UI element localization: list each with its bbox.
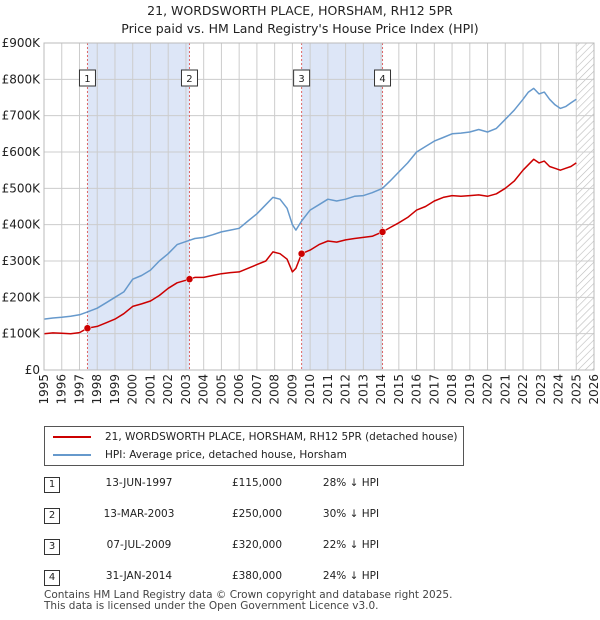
legend-swatch-price	[53, 436, 91, 438]
y-tick-label: £600K	[2, 145, 42, 159]
x-tick-label: 2011	[321, 374, 335, 405]
sale-point	[83, 324, 92, 332]
x-tick-label: 2004	[197, 374, 211, 405]
x-tick-label: 2010	[303, 374, 317, 405]
y-tick-label: £900K	[2, 36, 42, 50]
sale-row: 3 07-JUL-2009 £320,000 22% ↓ HPI	[44, 536, 464, 567]
sale-marker-box	[374, 69, 392, 87]
sale-marker-label: 2	[186, 74, 192, 85]
x-tick-label: 2012	[339, 374, 353, 405]
x-tick-label: 2005	[214, 374, 228, 405]
x-tick-label: 2026	[587, 374, 600, 405]
sale-row: 4 31-JAN-2014 £380,000 24% ↓ HPI	[44, 567, 464, 598]
y-tick-label: £500K	[2, 181, 42, 195]
x-tick-label: 2003	[179, 374, 193, 405]
x-tick-label: 2019	[463, 374, 477, 405]
sale-price: £115,000	[231, 477, 283, 489]
sale-date: 31-JAN-2014	[105, 570, 173, 582]
x-tick-label: 2023	[534, 374, 548, 405]
series-line-hpi	[43, 87, 577, 320]
x-tick-label: 2002	[161, 374, 175, 405]
x-tick-label: 1997	[72, 374, 86, 405]
sale-number: 1	[44, 477, 60, 493]
sale-number: 3	[44, 539, 60, 555]
x-tick-label: 2022	[516, 374, 530, 405]
x-tick-label: 2014	[374, 374, 388, 405]
y-tick-label: £100K	[2, 327, 42, 341]
sale-date: 13-JUN-1997	[105, 477, 173, 489]
shaded-period	[301, 43, 383, 370]
sales-table: 1 13-JUN-1997 £115,000 28% ↓ HPI 2 13-MA…	[44, 474, 464, 598]
x-tick-label: 2006	[232, 374, 246, 405]
sale-row: 1 13-JUN-1997 £115,000 28% ↓ HPI	[44, 474, 464, 505]
sale-marker-box	[293, 69, 311, 87]
x-tick-label: 1998	[90, 374, 104, 405]
chart-title: 21, WORDSWORTH PLACE, HORSHAM, RH12 5PR …	[0, 2, 600, 38]
y-tick-label: £300K	[2, 254, 42, 268]
x-tick-label: 2025	[569, 374, 583, 405]
footer: Contains HM Land Registry data © Crown c…	[44, 590, 452, 612]
price-chart: 1 2 3 4 £0 £100K £200K £300K £400K £500K £600K £70…	[2, 36, 600, 405]
chart-title-line1: 21, WORDSWORTH PLACE, HORSHAM, RH12 5PR	[147, 3, 453, 18]
x-tick-label: 2016	[410, 374, 424, 405]
x-tick-label: 2024	[552, 374, 566, 405]
sale-price: £380,000	[231, 570, 283, 582]
legend-item-price: 21, WORDSWORTH PLACE, HORSHAM, RH12 5PR …	[53, 429, 458, 445]
x-tick-label: 2017	[427, 374, 441, 405]
x-tick-label: 2009	[285, 374, 299, 405]
y-tick-label: £200K	[2, 290, 42, 304]
sale-marker-label: 1	[84, 74, 90, 85]
series-line-price	[43, 158, 577, 335]
y-tick-label: £0	[25, 363, 40, 377]
legend-label-hpi: HPI: Average price, detached house, Hors…	[105, 449, 347, 461]
future-hatch	[576, 43, 594, 370]
x-tick-label: 2013	[356, 374, 370, 405]
sale-marker-box	[78, 69, 96, 87]
x-tick-label: 2020	[481, 374, 495, 405]
sale-price: £320,000	[231, 539, 283, 551]
x-tick-label: 1995	[37, 374, 51, 405]
shaded-period	[87, 43, 190, 370]
sale-hpi-diff: 28% ↓ HPI	[322, 477, 380, 489]
sale-hpi-diff: 22% ↓ HPI	[322, 539, 380, 551]
y-tick-label: £700K	[2, 109, 42, 123]
x-tick-label: 1996	[55, 374, 69, 405]
sale-point	[297, 249, 306, 258]
sale-row: 2 13-MAR-2003 £250,000 30% ↓ HPI	[44, 505, 464, 536]
x-tick-label: 2018	[445, 374, 459, 405]
chart-title-line2: Price paid vs. HM Land Registry's House …	[121, 21, 479, 36]
x-tick-label: 2007	[250, 374, 264, 405]
footer-copyright: Contains HM Land Registry data © Crown c…	[44, 589, 453, 601]
x-tick-label: 2021	[498, 374, 512, 405]
sale-number: 2	[44, 508, 60, 524]
footer-licence: This data is licensed under the Open Gov…	[44, 600, 379, 612]
legend: 21, WORDSWORTH PLACE, HORSHAM, RH12 5PR …	[44, 426, 464, 466]
x-tick-label: 2015	[392, 374, 406, 405]
sale-hpi-diff: 24% ↓ HPI	[322, 570, 380, 582]
sale-date: 13-MAR-2003	[103, 508, 175, 520]
x-tick-label: 2001	[143, 374, 157, 405]
y-tick-label: £800K	[2, 72, 42, 86]
legend-label-price: 21, WORDSWORTH PLACE, HORSHAM, RH12 5PR …	[105, 431, 458, 443]
sale-date: 07-JUL-2009	[106, 539, 172, 551]
sale-marker-label: 3	[298, 74, 304, 85]
sale-marker-box	[180, 69, 198, 87]
plot-frame	[43, 42, 595, 371]
sale-price: £250,000	[231, 508, 283, 520]
x-tick-label: 1999	[108, 374, 122, 405]
sale-point	[185, 275, 194, 283]
legend-swatch-hpi	[53, 454, 91, 456]
legend-item-hpi: HPI: Average price, detached house, Hors…	[53, 447, 347, 463]
sale-marker-label: 4	[379, 74, 385, 85]
y-tick-label: £400K	[2, 218, 42, 232]
sale-number: 4	[44, 570, 60, 586]
x-tick-label: 2000	[126, 374, 140, 405]
sale-point	[378, 228, 387, 236]
sale-hpi-diff: 30% ↓ HPI	[322, 508, 380, 520]
x-tick-label: 2008	[268, 374, 282, 405]
